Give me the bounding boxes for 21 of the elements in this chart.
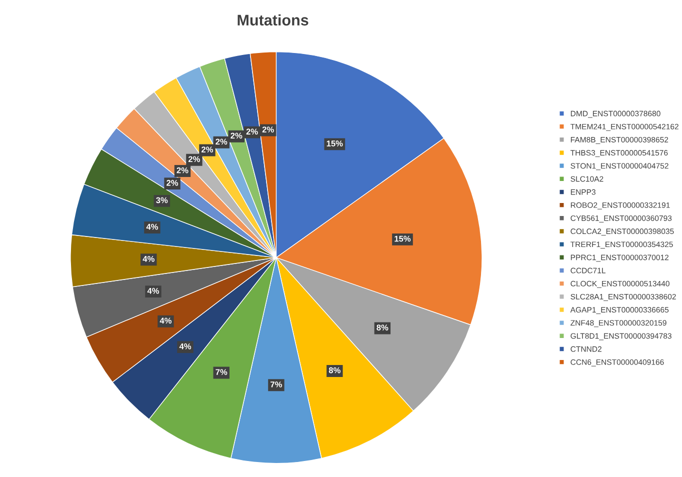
data-label: 8% — [376, 324, 388, 330]
data-label: 2% — [230, 132, 242, 139]
chart-title: Mutations — [238, 14, 308, 26]
data-label: 4% — [179, 343, 192, 350]
data-label: 4% — [142, 256, 154, 262]
data-label: 15% — [326, 140, 343, 146]
data-label: 7% — [270, 382, 282, 388]
data-label: 7% — [216, 369, 228, 375]
data-label: 15% — [394, 236, 411, 242]
data-label: 2% — [176, 167, 188, 174]
data-label: 2% — [202, 146, 214, 152]
data-label: 2% — [166, 180, 178, 186]
data-label: 2% — [188, 156, 200, 162]
data-label: 8% — [328, 367, 340, 374]
data-label: 4% — [147, 288, 160, 294]
data-label: 4% — [160, 318, 172, 324]
data-label: 3% — [156, 197, 168, 204]
data-label: 4% — [146, 224, 158, 230]
data-label: 2% — [262, 126, 274, 132]
data-label: 2% — [246, 128, 258, 135]
data-label: 2% — [216, 138, 228, 145]
